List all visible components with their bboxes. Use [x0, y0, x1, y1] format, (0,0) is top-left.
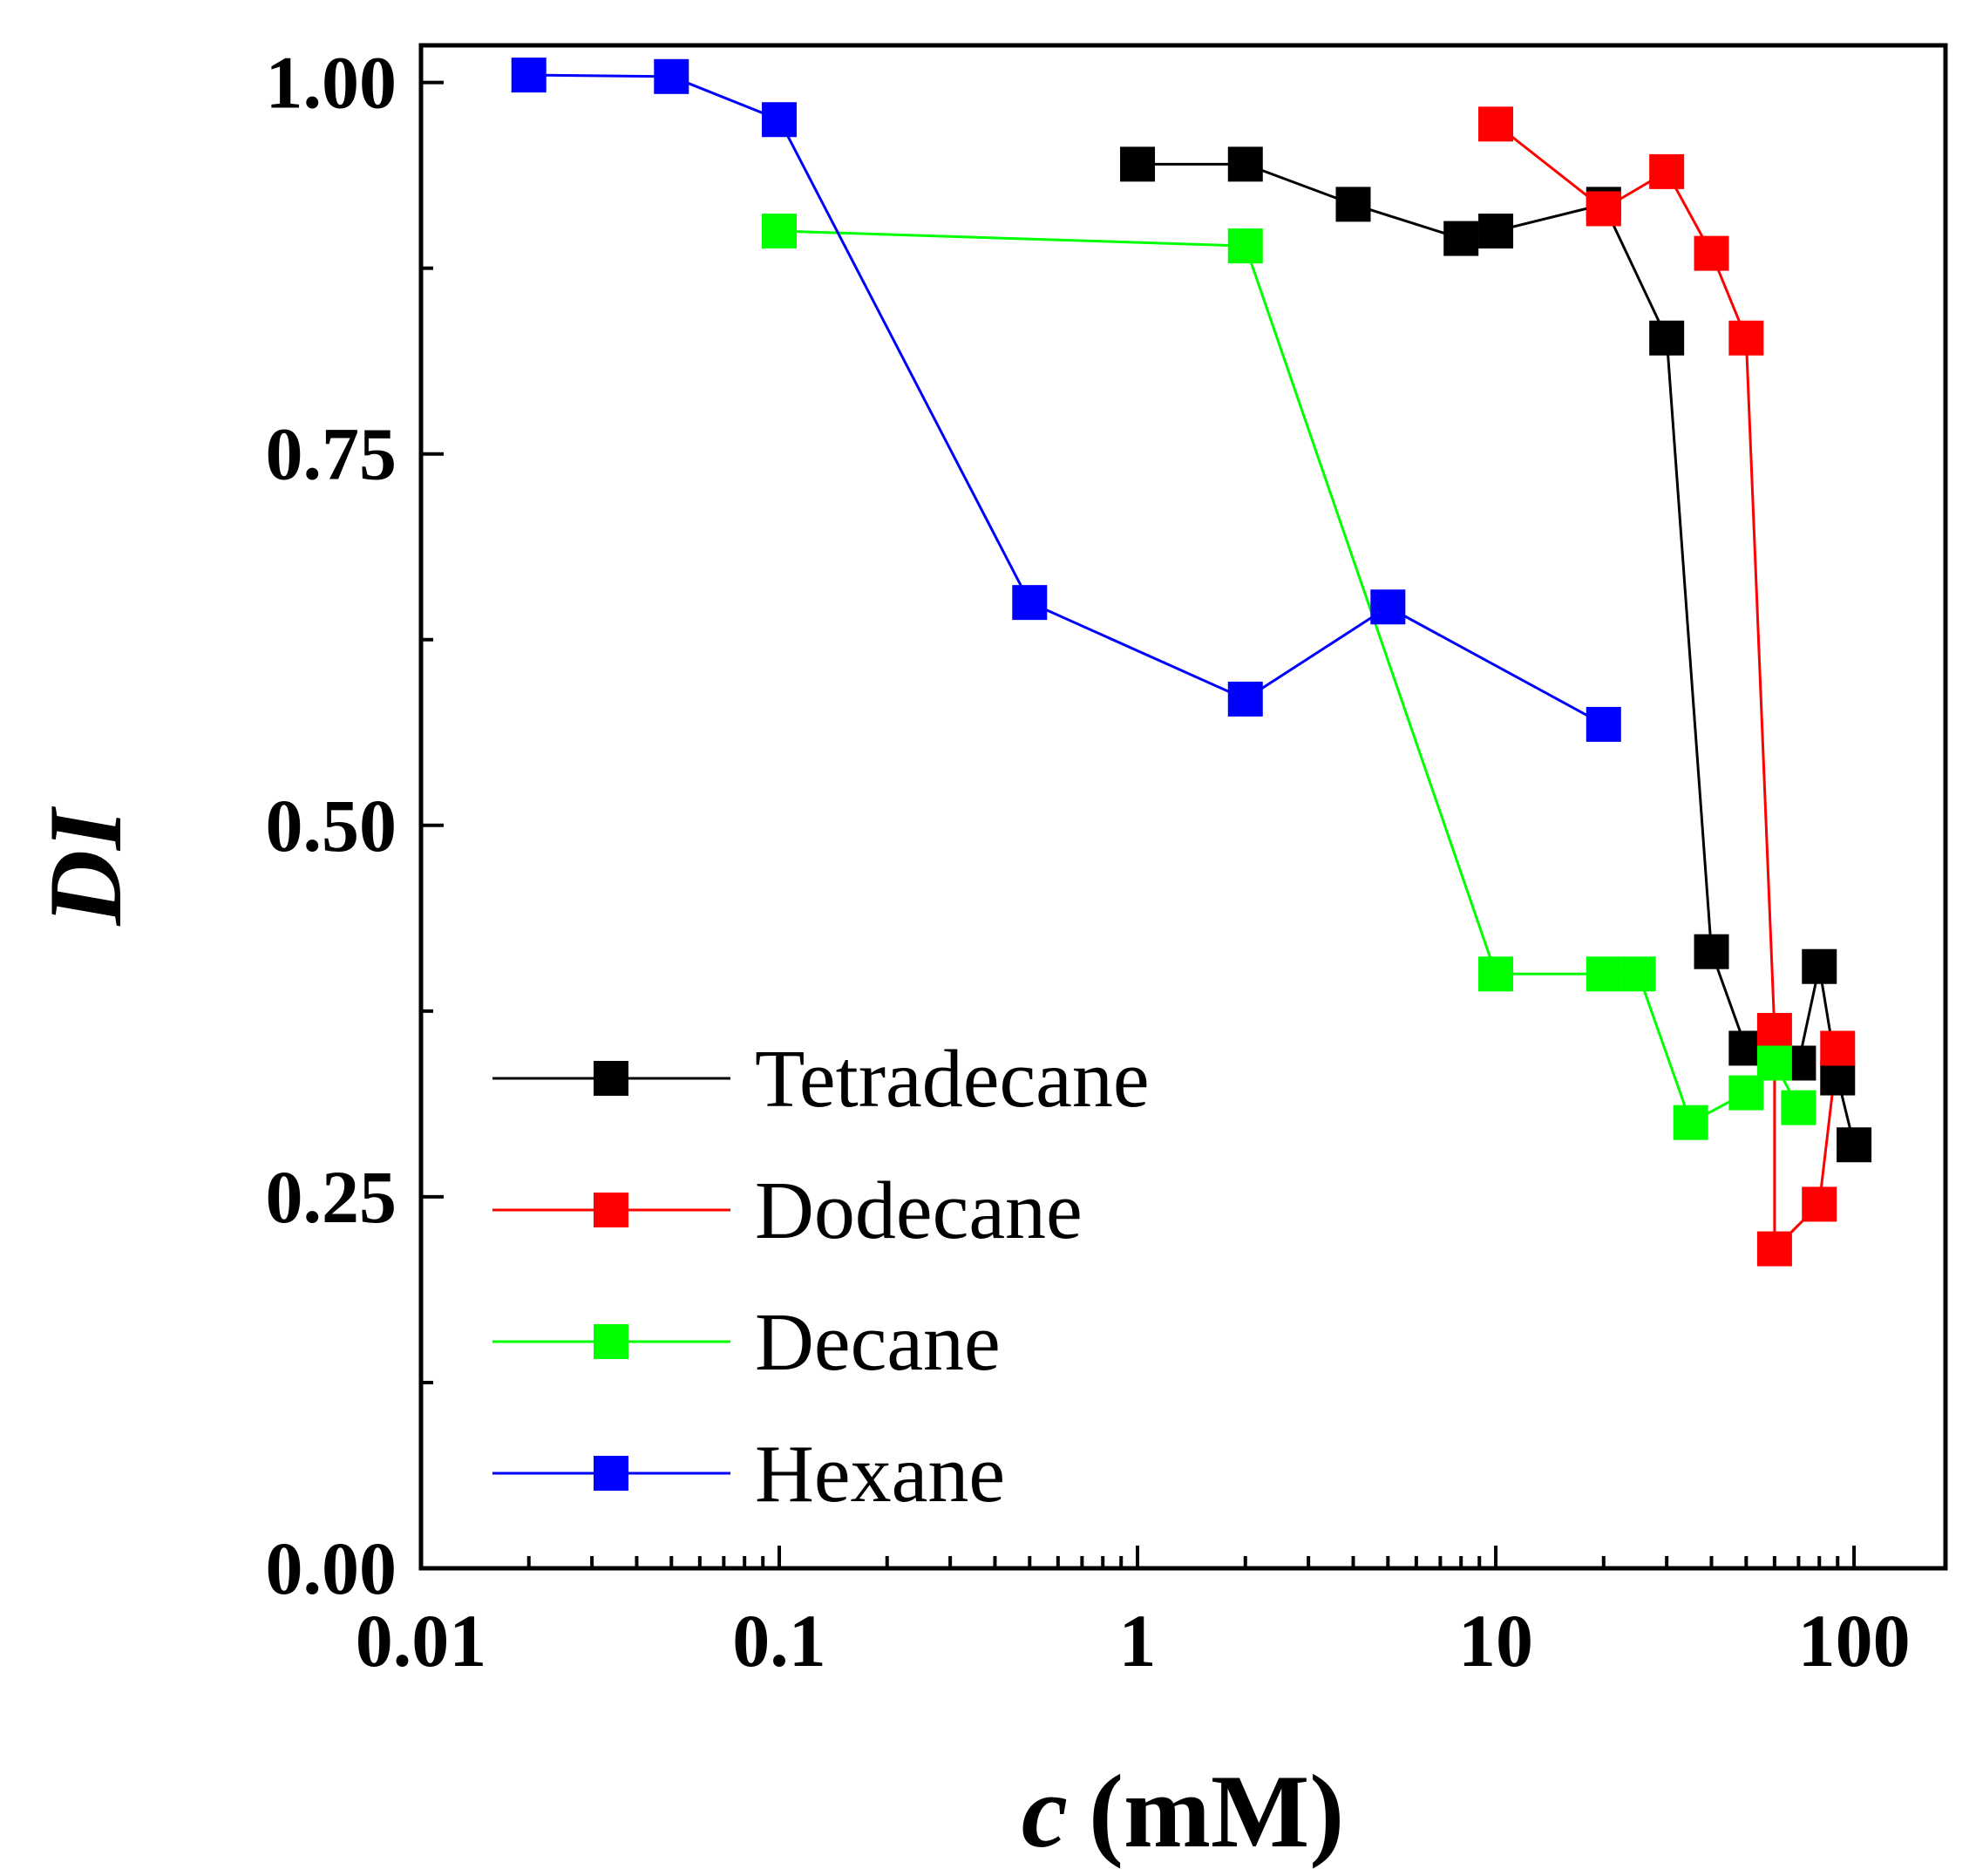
- data-point-tetradecane: [1837, 1127, 1872, 1163]
- x-axis-title-unit: (mM): [1089, 1753, 1344, 1869]
- data-point-dodecane: [1756, 1231, 1792, 1267]
- data-point-dodecane: [1649, 153, 1685, 189]
- data-point-tetradecane: [1120, 146, 1156, 182]
- data-point-dodecane: [1756, 1013, 1792, 1049]
- data-point-tetradecane: [1478, 214, 1514, 249]
- data-point-tetradecane: [1335, 187, 1371, 222]
- legend-marker-tetradecane: [594, 1061, 628, 1096]
- data-point-tetradecane: [1443, 221, 1479, 256]
- y-tick-label: 0.50: [266, 784, 397, 867]
- x-axis-title: c (mM): [1022, 1753, 1344, 1869]
- data-point-tetradecane: [1694, 934, 1729, 969]
- x-tick-label: 0.1: [732, 1599, 826, 1682]
- data-point-hexane: [654, 58, 689, 94]
- y-tick-label: 1.00: [266, 41, 397, 125]
- data-point-dodecane: [1820, 1030, 1856, 1066]
- legend-label-decane: Decane: [755, 1297, 1001, 1388]
- data-point-hexane: [511, 58, 547, 93]
- data-point-decane: [762, 214, 798, 249]
- data-point-tetradecane: [1820, 1060, 1856, 1096]
- data-point-dodecane: [1694, 235, 1729, 271]
- data-point-hexane: [1227, 681, 1263, 717]
- legend-marker-hexane: [594, 1456, 628, 1491]
- data-point-decane: [1227, 228, 1263, 264]
- legend-marker-dodecane: [594, 1193, 628, 1227]
- data-point-decane: [1781, 1090, 1816, 1125]
- data-point-hexane: [762, 102, 798, 138]
- y-axis-title: DI: [27, 805, 143, 927]
- data-point-hexane: [1370, 589, 1406, 625]
- data-point-decane: [1673, 1105, 1708, 1140]
- x-axis-title-variable: c: [1022, 1753, 1068, 1869]
- legend-label-tetradecane: Tetradecane: [755, 1034, 1150, 1125]
- legend-label-hexane: Hexane: [755, 1429, 1005, 1519]
- data-point-tetradecane: [1649, 320, 1685, 356]
- legend: Tetradecane Dodecane Decane Hexane: [492, 1034, 1150, 1519]
- x-tick-label: 10: [1458, 1599, 1533, 1682]
- legend-label-dodecane: Dodecane: [755, 1166, 1083, 1256]
- data-point-tetradecane: [1802, 948, 1837, 984]
- data-point-dodecane: [1728, 320, 1764, 356]
- legend-marker-decane: [594, 1324, 628, 1359]
- y-tick-label: 0.00: [266, 1526, 397, 1610]
- y-tick-label: 0.25: [266, 1155, 397, 1239]
- data-point-dodecane: [1478, 106, 1514, 142]
- data-point-tetradecane: [1227, 146, 1263, 182]
- data-point-hexane: [1586, 706, 1621, 742]
- data-point-dodecane: [1802, 1186, 1837, 1222]
- data-point-decane: [1478, 956, 1514, 992]
- x-tick-label: 1: [1119, 1599, 1157, 1682]
- data-point-decane: [1756, 1045, 1792, 1081]
- data-point-hexane: [1012, 585, 1048, 621]
- y-tick-label: 0.75: [266, 412, 397, 496]
- x-tick-label: 100: [1798, 1599, 1911, 1682]
- data-point-decane: [1586, 956, 1621, 992]
- plot-frame: [418, 43, 1948, 1571]
- data-point-decane: [1620, 956, 1656, 992]
- x-axis: 0.01 0.1 1 10 100: [356, 1546, 1911, 1682]
- y-axis: 0.00 0.25 0.50 0.75 1.00: [266, 41, 444, 1610]
- data-point-decane: [1728, 1075, 1764, 1111]
- data-point-dodecane: [1586, 191, 1621, 227]
- x-tick-label: 0.01: [356, 1599, 487, 1682]
- plot-markers: [511, 58, 1872, 1267]
